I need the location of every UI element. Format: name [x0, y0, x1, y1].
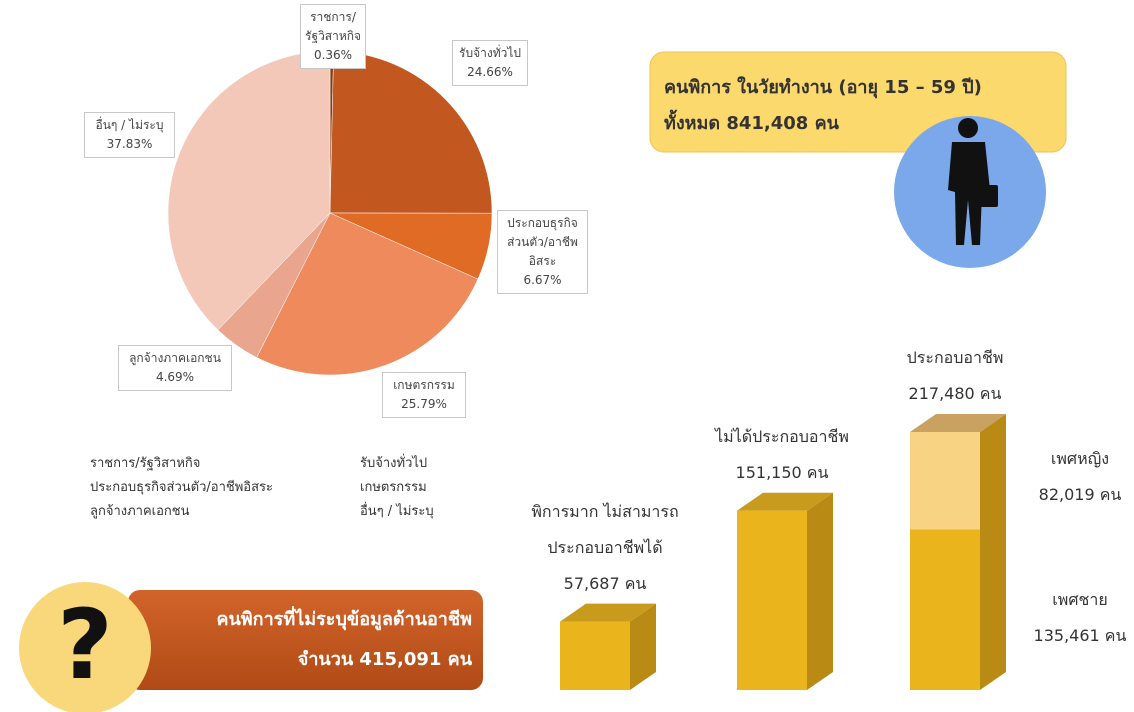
bar-category: พิการมาก ไม่สามารถประกอบอาชีพได้ — [505, 494, 705, 566]
legend-label: ราชการ/รัฐวิสาหกิจ — [90, 456, 200, 471]
segment-name: เพศหญิง — [1020, 441, 1134, 477]
legend-item: เกษตรกรรม — [360, 476, 427, 497]
question-icon: ? — [57, 589, 113, 701]
callout: อื่นๆ / ไม่ระบุ37.83% — [84, 112, 175, 158]
callout-value: 0.36% — [305, 46, 361, 65]
segment-value: 82,019 คน — [1020, 477, 1134, 513]
callout-name: อื่นๆ / ไม่ระบุ — [89, 116, 170, 135]
callout-name: ราชการ/รัฐวิสาหกิจ — [305, 8, 361, 46]
banner-line: คนพิการที่ไม่ระบุข้อมูลด้านอาชีพ — [216, 600, 472, 640]
callout-value: 25.79% — [387, 395, 461, 414]
legend-label: อื่นๆ / ไม่ระบุ — [360, 504, 434, 519]
bar-value: 151,150 คน — [682, 455, 882, 491]
callout-name: เกษตรกรรม — [387, 376, 461, 395]
callout-name: รับจ้างทั่วไป — [457, 44, 523, 63]
legend-item: ราชการ/รัฐวิสาหกิจ — [90, 452, 200, 473]
legend-item: ลูกจ้างภาคเอกชน — [90, 500, 190, 521]
legend-label: ลูกจ้างภาคเอกชน — [90, 504, 190, 519]
legend-label: ประกอบธุรกิจส่วนตัว/อาชีพอิสระ — [90, 480, 273, 495]
legend-label: รับจ้างทั่วไป — [360, 456, 427, 471]
callout-value: 6.67% — [502, 271, 583, 290]
bar — [560, 622, 630, 690]
bar-value: 217,480 คน — [855, 376, 1055, 412]
bar-segment — [910, 529, 980, 690]
callout-name: ประกอบธุรกิจส่วนตัว/อาชีพอิสระ — [502, 214, 583, 271]
infographic: ? คนพิการ ในวัยทำงาน (อายุ 15 – 59 ปี) ท… — [0, 0, 1134, 712]
bar-category: ประกอบอาชีพ — [855, 340, 1055, 376]
legend-item: รับจ้างทั่วไป — [360, 452, 427, 473]
callout-value: 4.69% — [123, 368, 227, 387]
bar-label: พิการมาก ไม่สามารถประกอบอาชีพได้57,687 ค… — [505, 494, 705, 602]
banner-line: จำนวน 415,091 คน — [216, 640, 472, 680]
bar-side — [980, 414, 1006, 690]
banner-line: คนพิการ ในวัยทำงาน (อายุ 15 – 59 ปี) — [664, 70, 982, 106]
bar-segment — [910, 432, 980, 529]
legend-item: อื่นๆ / ไม่ระบุ — [360, 500, 434, 521]
segment-value: 135,461 คน — [1020, 618, 1134, 654]
bar-side — [807, 493, 833, 690]
legend-label: เกษตรกรรม — [360, 480, 427, 495]
segment-name: เพศชาย — [1020, 582, 1134, 618]
banner-line: ทั้งหมด 841,408 คน — [664, 106, 982, 142]
callout-value: 24.66% — [457, 63, 523, 82]
bar-category: ไม่ได้ประกอบอาชีพ — [682, 419, 882, 455]
callout-name: ลูกจ้างภาคเอกชน — [123, 349, 227, 368]
callout-value: 37.83% — [89, 135, 170, 154]
bar — [737, 511, 807, 690]
legend-item: ประกอบธุรกิจส่วนตัว/อาชีพอิสระ — [90, 476, 273, 497]
bar-value: 57,687 คน — [505, 566, 705, 602]
banner-text: คนพิการที่ไม่ระบุข้อมูลด้านอาชีพ จำนวน 4… — [216, 600, 472, 680]
banner-text: คนพิการ ในวัยทำงาน (อายุ 15 – 59 ปี) ทั้… — [664, 70, 982, 142]
